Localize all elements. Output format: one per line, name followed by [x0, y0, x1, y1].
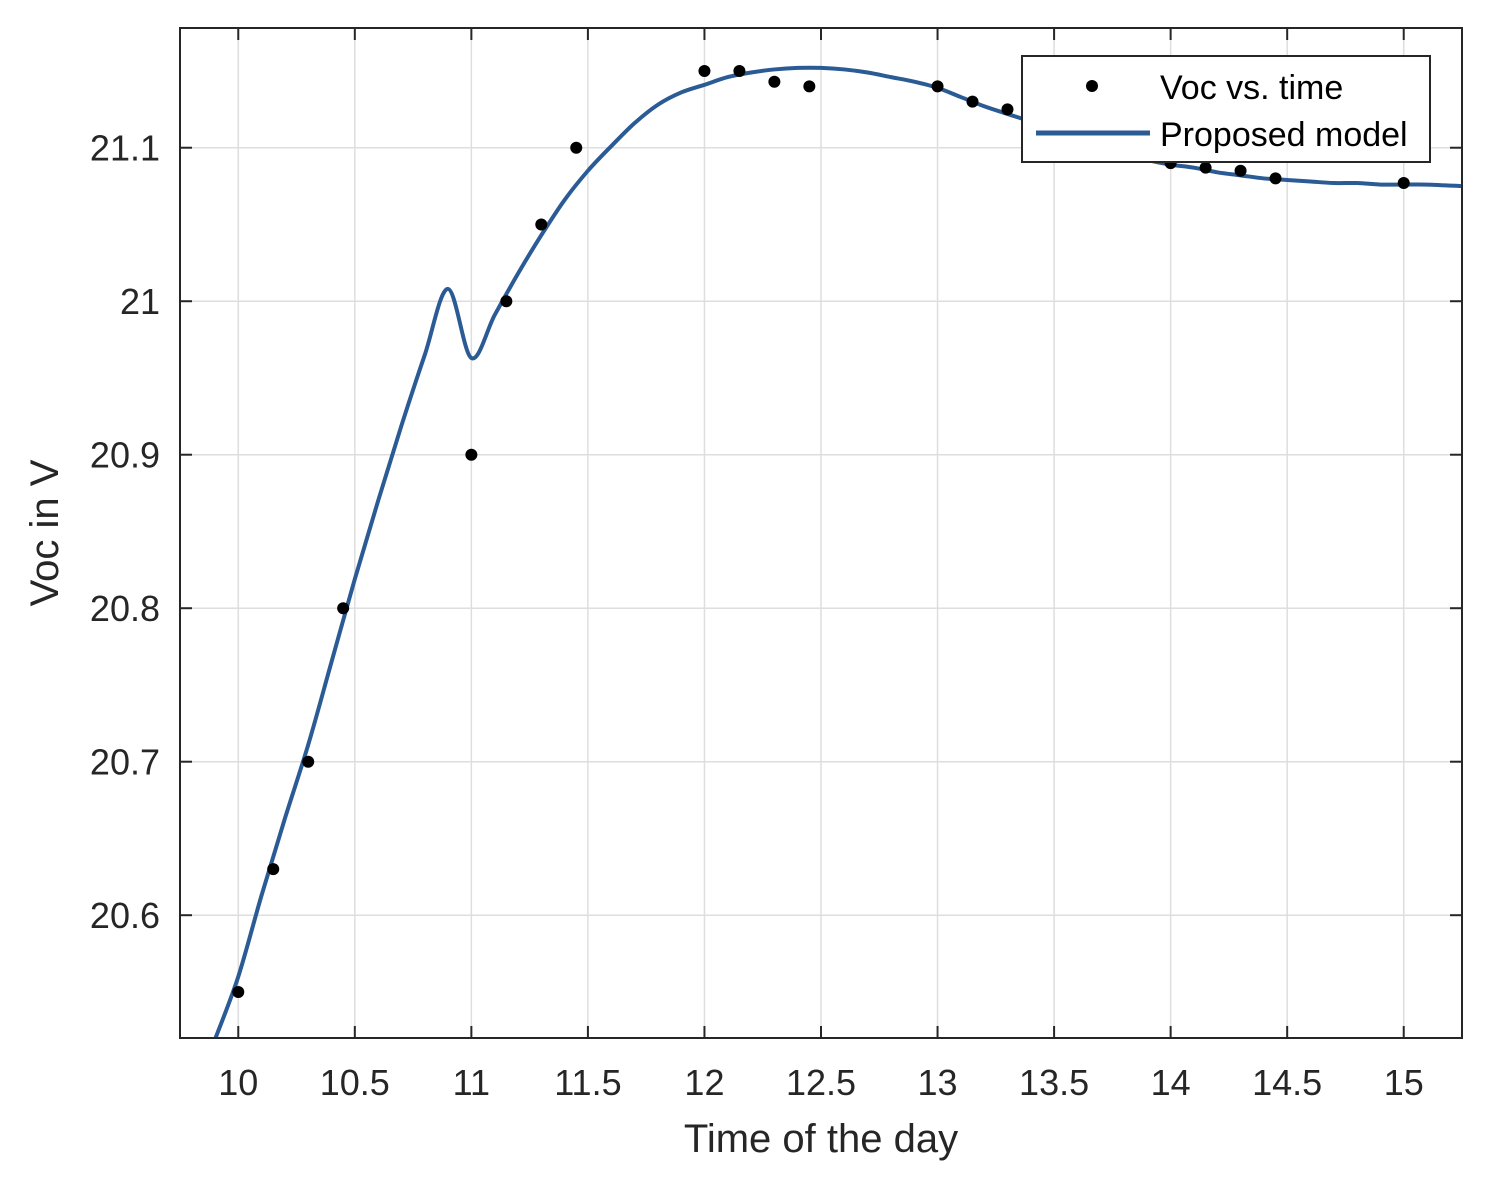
- legend-label-line: Proposed model: [1160, 116, 1408, 154]
- data-point: [302, 755, 315, 768]
- data-point: [267, 863, 280, 876]
- ticks: [180, 28, 1462, 1038]
- legend-box: [1021, 55, 1431, 163]
- data-point: [1269, 172, 1282, 185]
- data-point: [733, 64, 746, 77]
- data-point: [1001, 103, 1014, 116]
- data-point: [535, 218, 548, 231]
- x-tick-label: 11.5: [554, 1062, 621, 1103]
- x-tick-label: 10: [218, 1062, 258, 1103]
- legend-marker-scatter: [1086, 80, 1098, 92]
- legend-label-scatter: Voc vs. time: [1160, 69, 1343, 107]
- y-tick-label: 20.9: [90, 435, 160, 476]
- data-point: [966, 95, 979, 108]
- data-point: [803, 80, 816, 93]
- data-point: [698, 64, 711, 77]
- y-tick-label: 20.7: [90, 742, 160, 783]
- series-points-group: [232, 64, 1410, 998]
- legend: Voc vs. time Proposed model: [1021, 55, 1431, 163]
- y-axis-label: Voc in V: [23, 459, 67, 606]
- x-tick-label: 11: [453, 1062, 490, 1103]
- data-point: [232, 985, 245, 998]
- data-point: [768, 75, 781, 88]
- data-point: [1199, 161, 1212, 174]
- x-tick-label: 12: [684, 1062, 724, 1103]
- data-point: [931, 80, 944, 93]
- tick-labels: 10 10.5 11 11.5 12 12.5 13 13.5 14 14.5 15 20.6 20.7…: [90, 128, 1424, 1103]
- data-point: [570, 141, 583, 154]
- data-point: [1397, 177, 1410, 190]
- y-tick-label: 21: [120, 281, 160, 322]
- x-tick-label: 14: [1151, 1062, 1191, 1103]
- x-tick-label: 10.5: [320, 1062, 390, 1103]
- x-tick-label: 14.5: [1252, 1062, 1322, 1103]
- x-axis-label: Time of the day: [684, 1117, 958, 1161]
- data-point: [500, 295, 513, 308]
- x-tick-label: 13.5: [1019, 1062, 1089, 1103]
- data-point: [465, 448, 478, 461]
- data-point: [1234, 164, 1247, 177]
- x-tick-label: 12.5: [786, 1062, 856, 1103]
- y-tick-label: 20.6: [90, 895, 160, 936]
- y-tick-label: 20.8: [90, 588, 160, 629]
- data-point: [337, 602, 350, 615]
- x-tick-label: 13: [918, 1062, 958, 1103]
- y-tick-label: 21.1: [90, 128, 160, 169]
- x-tick-label: 15: [1384, 1062, 1424, 1103]
